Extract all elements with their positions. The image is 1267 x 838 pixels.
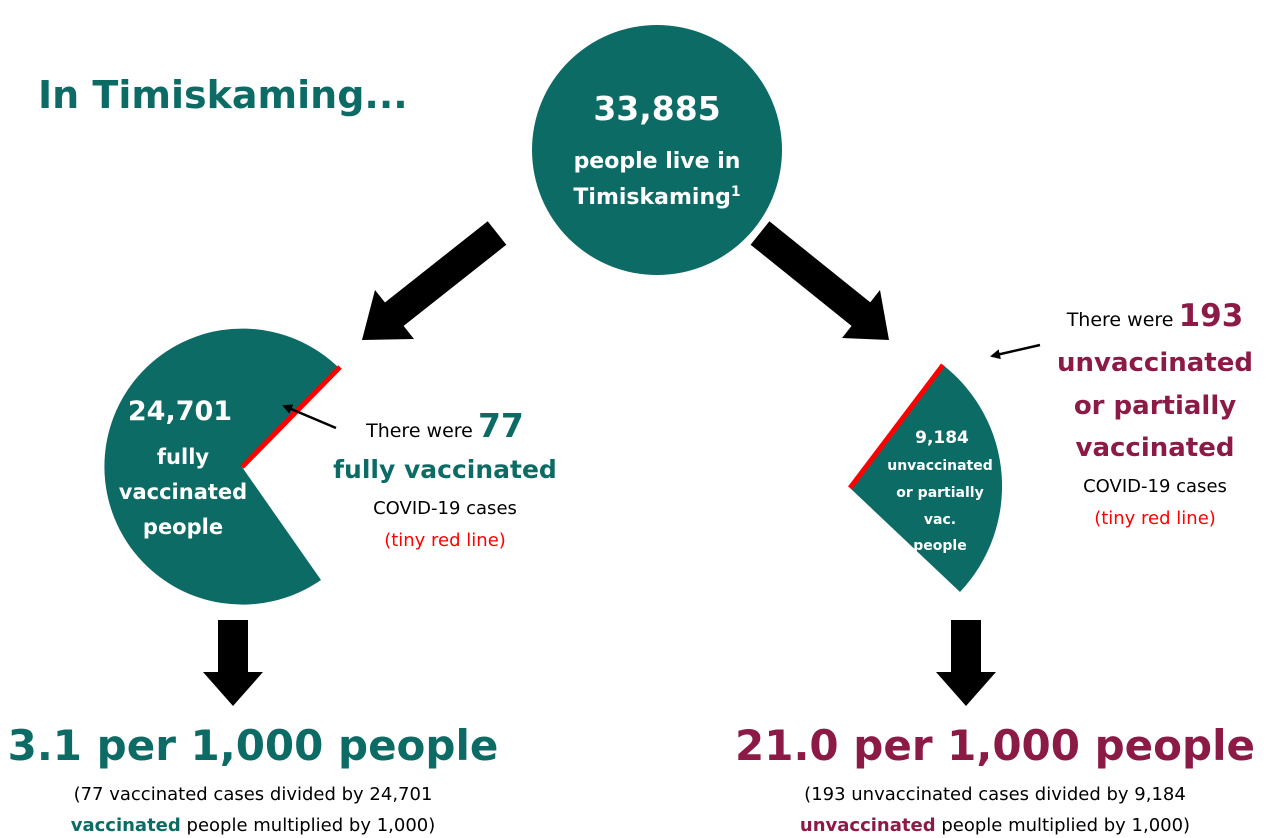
group-line: vaccinated [119, 480, 247, 504]
explanation: (193 unvaccinated cases divided by 9,184 [804, 784, 1186, 805]
callout-line: COVID-19 cases [1083, 476, 1227, 497]
population-line: Timiskaming [573, 185, 730, 210]
explanation: vaccinated people multiplied by 1,000) [71, 815, 436, 836]
explanation: (77 vaccinated cases divided by 24,701 [74, 784, 433, 805]
explanation-emphasis: unvaccinated [800, 815, 936, 836]
footnote: 1 [731, 184, 741, 200]
callout-prefix: There were [1066, 309, 1174, 331]
callout-arrow [990, 343, 1041, 360]
population-line: Timiskaming1 [573, 184, 740, 210]
rate: 21.0 per 1,000 people [735, 721, 1255, 770]
group-line: or partially [896, 485, 983, 501]
arrow-head [362, 290, 414, 340]
callout-number: 77 [478, 406, 524, 445]
callout-head: There were 77 [365, 406, 524, 445]
case-line [848, 363, 945, 490]
group-number: 24,701 [128, 396, 232, 427]
group-line: people [143, 515, 223, 539]
callout-arrow [282, 404, 337, 430]
arrow [382, 221, 507, 328]
vaccinated-pie [104, 328, 340, 605]
callout-note: (tiny red line) [384, 530, 506, 551]
population-circle [532, 25, 782, 275]
callout-head: There were 193 [1066, 298, 1244, 334]
explanation-emphasis: vaccinated [71, 815, 181, 836]
callout-prefix: There were [365, 420, 473, 442]
case-line [240, 365, 342, 469]
population-line: people live in [574, 149, 741, 174]
callout-number: 193 [1179, 298, 1244, 334]
explanation-rest: people multiplied by 1,000) [941, 815, 1190, 836]
arrow-head [842, 290, 889, 340]
group-line: fully [157, 445, 209, 469]
callout-emphasis: fully vaccinated [333, 455, 557, 484]
title: In Timiskaming... [38, 73, 408, 117]
callout-emphasis: vaccinated [1076, 433, 1235, 463]
arrow [951, 620, 981, 675]
population-number: 33,885 [593, 89, 720, 128]
arrow-head [936, 672, 996, 706]
group-number: 9,184 [915, 428, 969, 448]
rate: 3.1 per 1,000 people [8, 721, 499, 770]
callout-note: (tiny red line) [1094, 508, 1216, 529]
group-line: unvaccinated [887, 458, 993, 474]
group-line: people [913, 538, 966, 554]
explanation: unvaccinated people multiplied by 1,000) [800, 815, 1190, 836]
explanation-rest: people multiplied by 1,000) [187, 815, 436, 836]
unvaccinated-wedge [850, 365, 1003, 592]
callout-line: COVID-19 cases [373, 498, 517, 519]
group-line: vac. [924, 512, 956, 528]
callout-emphasis: unvaccinated [1057, 348, 1253, 378]
arrow-head [203, 672, 263, 706]
arrow [218, 620, 248, 675]
callout-emphasis: or partially [1074, 391, 1236, 421]
arrow [750, 221, 872, 327]
